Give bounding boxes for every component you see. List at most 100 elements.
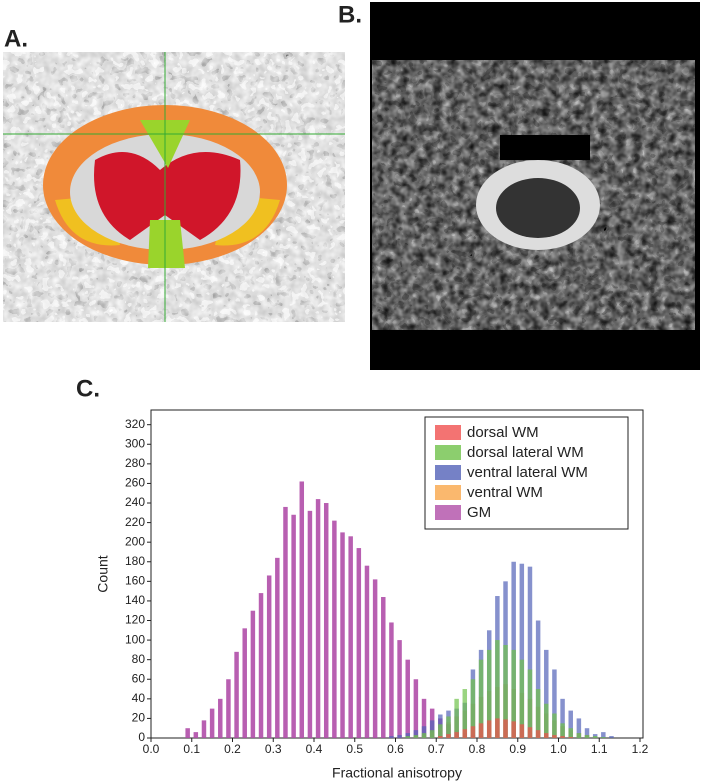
y-tick-label: 80 xyxy=(132,652,146,666)
bar xyxy=(405,733,410,738)
legend-swatch xyxy=(435,465,461,480)
legend-label: dorsal lateral WM xyxy=(467,444,584,461)
bar xyxy=(218,698,223,738)
bar xyxy=(486,720,492,738)
y-tick-label: 40 xyxy=(132,691,146,705)
bar xyxy=(397,640,402,738)
x-tick-label: 0.2 xyxy=(224,742,241,756)
x-tick-label: 0.1 xyxy=(183,742,200,756)
y-tick-label: 200 xyxy=(125,534,145,548)
x-tick-label: 0.7 xyxy=(428,742,445,756)
bar xyxy=(478,723,484,738)
bar xyxy=(299,481,305,738)
bar xyxy=(503,719,508,738)
bar xyxy=(527,566,533,738)
bar xyxy=(519,724,525,738)
bar xyxy=(438,724,443,738)
bar xyxy=(454,698,459,738)
y-tick-label: 20 xyxy=(132,711,146,725)
bar xyxy=(503,644,508,738)
bar xyxy=(323,503,329,738)
bar xyxy=(413,735,419,738)
bar xyxy=(226,679,231,738)
bar xyxy=(250,610,256,738)
bar xyxy=(519,659,525,738)
bar xyxy=(486,649,492,738)
bar xyxy=(478,659,484,738)
x-tick-label: 0.0 xyxy=(143,742,160,756)
bar xyxy=(552,735,557,738)
x-tick-label: 0.8 xyxy=(469,742,486,756)
bar xyxy=(381,597,386,738)
x-tick-label: 0.5 xyxy=(346,742,363,756)
panel-a-image xyxy=(3,52,345,322)
y-tick-label: 60 xyxy=(132,671,146,685)
bar xyxy=(560,723,565,738)
bar xyxy=(446,734,451,738)
legend-label: dorsal WM xyxy=(467,424,539,441)
legend-label: GM xyxy=(467,504,491,521)
bar xyxy=(454,732,459,738)
y-tick-label: 320 xyxy=(125,417,145,431)
bar xyxy=(552,713,557,738)
y-tick-label: 240 xyxy=(125,495,145,509)
bar xyxy=(421,698,427,738)
bar xyxy=(470,726,476,738)
bar xyxy=(560,698,565,738)
bar xyxy=(584,728,590,738)
x-tick-label: 0.3 xyxy=(265,742,282,756)
bar xyxy=(544,733,549,738)
bar xyxy=(364,565,370,738)
y-tick-label: 140 xyxy=(125,593,145,607)
legend-swatch xyxy=(435,425,461,440)
bar xyxy=(413,730,419,738)
panel-b-image xyxy=(370,2,700,370)
bar xyxy=(519,563,525,738)
x-tick-label: 0.4 xyxy=(306,742,323,756)
x-tick-label: 1.2 xyxy=(632,742,649,756)
bar xyxy=(332,520,337,738)
bar xyxy=(405,736,410,738)
y-tick-label: 260 xyxy=(125,476,145,490)
bar xyxy=(193,732,199,738)
bar xyxy=(209,708,215,738)
bar xyxy=(356,548,362,738)
x-tick-label: 1.0 xyxy=(550,742,567,756)
bar xyxy=(535,730,541,738)
bar xyxy=(495,718,500,738)
bar xyxy=(258,593,264,738)
bar xyxy=(397,735,402,738)
bar xyxy=(201,720,207,738)
y-tick-label: 300 xyxy=(125,436,145,450)
bar xyxy=(266,575,272,738)
bar xyxy=(470,679,476,738)
bar xyxy=(413,679,419,738)
legend-label: ventral WM xyxy=(467,484,543,501)
bar xyxy=(601,737,606,738)
bar xyxy=(283,506,288,738)
bar xyxy=(511,649,516,738)
bar xyxy=(495,640,500,738)
plot-frame xyxy=(150,409,644,739)
bar xyxy=(462,689,468,738)
x-tick-label: 0.9 xyxy=(509,742,526,756)
bar xyxy=(560,736,565,738)
bar xyxy=(429,720,435,738)
x-tick-label: 1.1 xyxy=(591,742,608,756)
histogram: 0 20 40 60 80 100 120 140 160 180 200 220 240 260 280 3… xyxy=(95,409,649,781)
bar xyxy=(576,733,582,738)
x-axis-title: Fractional anisotropy xyxy=(332,765,462,781)
bar xyxy=(307,510,313,738)
bar xyxy=(275,557,280,738)
bar xyxy=(568,728,573,738)
bar xyxy=(421,726,427,738)
panel-label: A. xyxy=(4,25,28,52)
bar xyxy=(592,736,598,738)
bar xyxy=(576,718,582,738)
bar xyxy=(527,669,533,738)
bar xyxy=(315,499,321,738)
bar xyxy=(544,703,549,738)
bar xyxy=(389,622,394,738)
bar xyxy=(568,710,573,738)
